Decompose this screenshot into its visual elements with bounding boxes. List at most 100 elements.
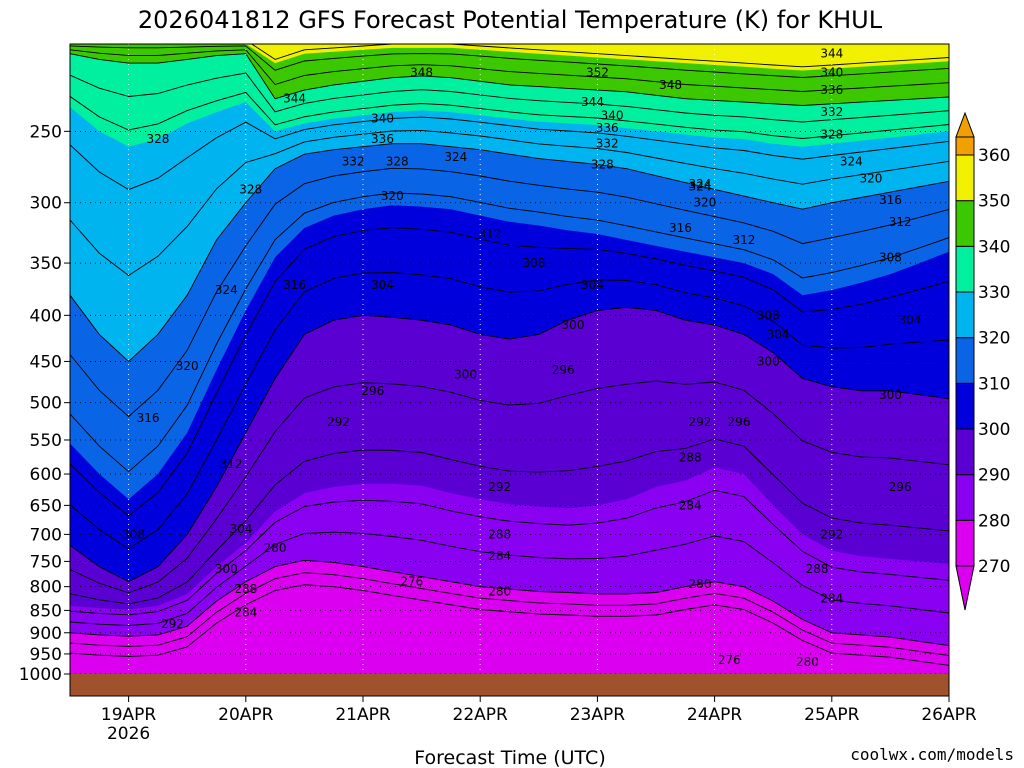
contour-label: 288 [234, 582, 257, 596]
ground [70, 674, 949, 696]
isentrope-352 [250, 44, 949, 68]
contour-label: 300 [562, 318, 585, 332]
colorbar: 270 280 290 300 310 320 330 340 350 360 [955, 111, 1010, 611]
contour-label: 284 [820, 592, 843, 606]
isentrope-324 [70, 129, 949, 277]
isentrope-320 [70, 143, 949, 363]
colorbar-swatch [955, 245, 975, 293]
contour-label: 336 [371, 132, 394, 146]
contour-label: 284 [234, 606, 257, 620]
contour-label: 316 [137, 411, 160, 425]
contour-label: 328 [591, 157, 614, 171]
contour-label: 336 [820, 83, 843, 97]
isentrope-316 [70, 167, 949, 418]
contour-label: 280 [689, 577, 712, 591]
plot-frame [69, 43, 950, 697]
contour-label: 332 [820, 105, 843, 119]
isentrope-276 [70, 572, 949, 657]
colorbar-tick-label: 290 [978, 466, 1010, 486]
contour-label: 280 [264, 541, 287, 555]
contour-label: 296 [361, 384, 384, 398]
colorbar-arrow-high [955, 111, 975, 138]
isentrope-284 [70, 531, 949, 626]
contour-label: 312 [220, 457, 243, 471]
isentrope-348 [70, 45, 949, 78]
contour-label: 292 [488, 480, 511, 494]
contour-label: 276 [400, 575, 423, 589]
colorbar-tick-label: 270 [978, 557, 1010, 577]
isentrope-lines [70, 44, 949, 666]
contour-label: 320 [381, 189, 404, 203]
isentrope-292 [70, 438, 949, 605]
colorbar-tick-label: 310 [978, 374, 1010, 394]
colorbar-swatch [955, 291, 975, 339]
isentrope-344 [70, 49, 949, 92]
x-tick-label: 25APR [804, 705, 860, 725]
contour-label: 328 [386, 155, 409, 169]
colorbar-swatch [955, 382, 975, 430]
x-tick-label: 24APR [687, 705, 743, 725]
y-tick-label: 500 [30, 394, 62, 414]
isentrope-280 [70, 559, 949, 647]
contour-label: 340 [820, 65, 843, 79]
isentrope-288 [70, 489, 949, 616]
y-tick-label: 850 [30, 601, 62, 621]
contour-label: 312 [479, 227, 502, 241]
isentrope-300 [70, 306, 949, 583]
contour-label: 288 [488, 527, 511, 541]
isentrope-332 [70, 91, 949, 139]
contour-label: 320 [176, 359, 199, 373]
contour-label: 352 [586, 65, 609, 79]
isentrope-328 [70, 116, 949, 191]
contour-label: 296 [889, 480, 912, 494]
contour-label: 336 [596, 121, 619, 135]
contour-label: 324 [215, 283, 238, 297]
y-tick-label: 900 [30, 624, 62, 644]
y-axis: 250 300 350 400 450 500 550 600 650 700 750 800 850 9… [19, 122, 70, 685]
y-tick-label: 650 [30, 496, 62, 516]
credit-text: coolwx.com/models [850, 745, 1014, 764]
isentrope-340 [70, 53, 949, 106]
contour-label: 328 [146, 132, 169, 146]
isentrope-296 [70, 380, 949, 594]
contour-label: 308 [757, 308, 780, 322]
y-tick-label: 250 [30, 122, 62, 142]
contour-label: 340 [601, 108, 624, 122]
contour-label: 328 [820, 128, 843, 142]
contour-label: 316 [879, 193, 902, 207]
contour-label: 304 [898, 313, 921, 327]
x-tick-label: 20APR [218, 705, 274, 725]
colorbar-swatch [955, 474, 975, 521]
contour-label: 276 [718, 653, 741, 667]
contour-label: 296 [728, 415, 751, 429]
contour-label: 332 [596, 137, 619, 151]
y-tick-label: 350 [30, 254, 62, 274]
x-tick-label: 19APR [101, 705, 157, 725]
contour-label: 284 [488, 549, 511, 563]
contour-label: 292 [327, 415, 350, 429]
contour-label: 308 [879, 250, 902, 264]
contour-label: 344 [581, 95, 604, 109]
band-above-350 [70, 44, 949, 71]
contour-label: 324 [840, 155, 863, 169]
colorbar-swatch [955, 154, 975, 202]
contour-label: 320 [693, 196, 716, 210]
contour-label: 316 [669, 221, 692, 235]
y-tick-label: 400 [30, 306, 62, 326]
contour-label: 340 [371, 112, 394, 126]
y-tick-label: 800 [30, 578, 62, 598]
contour-label: 300 [757, 354, 780, 368]
colorbar-tick-label: 340 [978, 237, 1010, 257]
contour-label: 292 [820, 527, 843, 541]
chart-title: 2026041812 GFS Forecast Potential Temper… [138, 6, 883, 34]
x-tick-label: 23APR [570, 705, 626, 725]
colorbar-swatch [955, 337, 975, 384]
colorbar-tick-label: 300 [978, 420, 1010, 440]
colorbar-swatch [955, 428, 975, 476]
contour-label: 300 [879, 388, 902, 402]
contour-label: 344 [283, 92, 306, 106]
contour-label: 312 [889, 215, 912, 229]
colorbar-swatch [955, 136, 975, 156]
isentrope-272 [70, 584, 949, 666]
